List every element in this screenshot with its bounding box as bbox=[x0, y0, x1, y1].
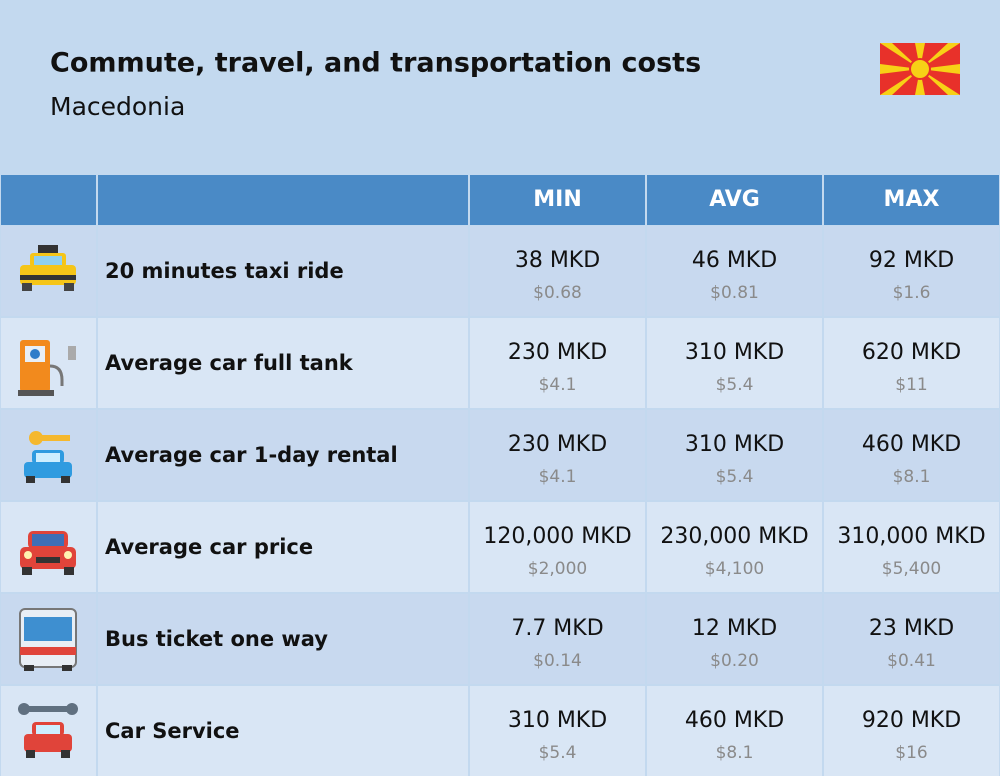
row-cell bbox=[824, 594, 999, 684]
local-price: 23 MKD bbox=[869, 616, 954, 641]
usd-price: $4.1 bbox=[539, 467, 577, 487]
row-cell bbox=[470, 318, 645, 408]
usd-price: $1.6 bbox=[893, 283, 931, 303]
row-cell bbox=[98, 502, 468, 592]
row-cell bbox=[647, 502, 822, 592]
local-price: 230,000 MKD bbox=[660, 524, 808, 549]
usd-price: $4,100 bbox=[705, 559, 764, 579]
header-cell bbox=[98, 175, 468, 225]
usd-price: $5,400 bbox=[882, 559, 941, 579]
taxi-icon bbox=[20, 245, 76, 291]
row-cell bbox=[98, 318, 468, 408]
header-cell bbox=[647, 175, 822, 225]
row-cell bbox=[98, 410, 468, 500]
row-cell bbox=[647, 410, 822, 500]
local-price: 92 MKD bbox=[869, 248, 954, 273]
bus-icon bbox=[19, 608, 77, 671]
local-price: 230 MKD bbox=[508, 340, 607, 365]
local-price: 7.7 MKD bbox=[511, 616, 603, 641]
row-cell bbox=[824, 318, 999, 408]
header-cell bbox=[824, 175, 999, 225]
row-cell bbox=[470, 594, 645, 684]
row-label: Car Service bbox=[105, 719, 240, 743]
local-price: 46 MKD bbox=[692, 248, 777, 273]
row-cell bbox=[824, 410, 999, 500]
column-header: AVG bbox=[709, 187, 760, 212]
usd-price: $2,000 bbox=[528, 559, 587, 579]
row-cell bbox=[647, 594, 822, 684]
usd-price: $0.68 bbox=[533, 283, 582, 303]
local-price: 230 MKD bbox=[508, 432, 607, 457]
usd-price: $0.81 bbox=[710, 283, 759, 303]
row-cell bbox=[470, 502, 645, 592]
row-label: Average car 1-day rental bbox=[105, 443, 398, 467]
local-price: 310 MKD bbox=[685, 340, 784, 365]
usd-price: $8.1 bbox=[893, 467, 931, 487]
usd-price: $0.14 bbox=[533, 651, 582, 671]
title: Commute, travel, and transportation cost… bbox=[50, 48, 701, 79]
usd-price: $16 bbox=[895, 743, 927, 763]
row-cell bbox=[647, 226, 822, 316]
local-price: 310,000 MKD bbox=[837, 524, 985, 549]
row-cell bbox=[470, 410, 645, 500]
usd-price: $5.4 bbox=[539, 743, 577, 763]
row-cell bbox=[470, 226, 645, 316]
usd-price: $0.20 bbox=[710, 651, 759, 671]
rental-icon bbox=[24, 431, 72, 483]
row-label: Average car price bbox=[105, 535, 313, 559]
header-cell bbox=[470, 175, 645, 225]
row-cell bbox=[470, 686, 645, 776]
row-cell bbox=[824, 226, 999, 316]
local-price: 460 MKD bbox=[862, 432, 961, 457]
icons bbox=[18, 245, 78, 758]
column-header: MIN bbox=[533, 187, 582, 212]
row-cell bbox=[647, 318, 822, 408]
local-price: 620 MKD bbox=[862, 340, 961, 365]
row-cell bbox=[824, 502, 999, 592]
fuel-icon bbox=[18, 340, 76, 396]
local-price: 12 MKD bbox=[692, 616, 777, 641]
table: MIN AVG MAX 20 minutes taxi ride 38 MKD $0.68… bbox=[1, 175, 999, 776]
row-cell bbox=[647, 686, 822, 776]
local-price: 460 MKD bbox=[685, 708, 784, 733]
row-cell bbox=[98, 686, 468, 776]
usd-price: $5.4 bbox=[716, 467, 754, 487]
service-icon bbox=[18, 703, 78, 758]
column-header: MAX bbox=[884, 187, 940, 212]
row-cell bbox=[98, 226, 468, 316]
usd-price: $11 bbox=[895, 375, 927, 395]
row-label: Average car full tank bbox=[105, 351, 354, 375]
header-cell bbox=[1, 175, 96, 225]
flag bbox=[880, 43, 960, 95]
usd-price: $5.4 bbox=[716, 375, 754, 395]
usd-price: $0.41 bbox=[887, 651, 936, 671]
row-label: Bus ticket one way bbox=[105, 627, 328, 651]
row-cell bbox=[98, 594, 468, 684]
local-price: 920 MKD bbox=[862, 708, 961, 733]
local-price: 38 MKD bbox=[515, 248, 600, 273]
local-price: 310 MKD bbox=[508, 708, 607, 733]
local-price: 120,000 MKD bbox=[483, 524, 631, 549]
usd-price: $4.1 bbox=[539, 375, 577, 395]
local-price: 310 MKD bbox=[685, 432, 784, 457]
car-icon bbox=[20, 531, 76, 575]
row-label: 20 minutes taxi ride bbox=[105, 259, 344, 283]
subtitle: Macedonia bbox=[50, 92, 185, 121]
usd-price: $8.1 bbox=[716, 743, 754, 763]
row-cell bbox=[824, 686, 999, 776]
